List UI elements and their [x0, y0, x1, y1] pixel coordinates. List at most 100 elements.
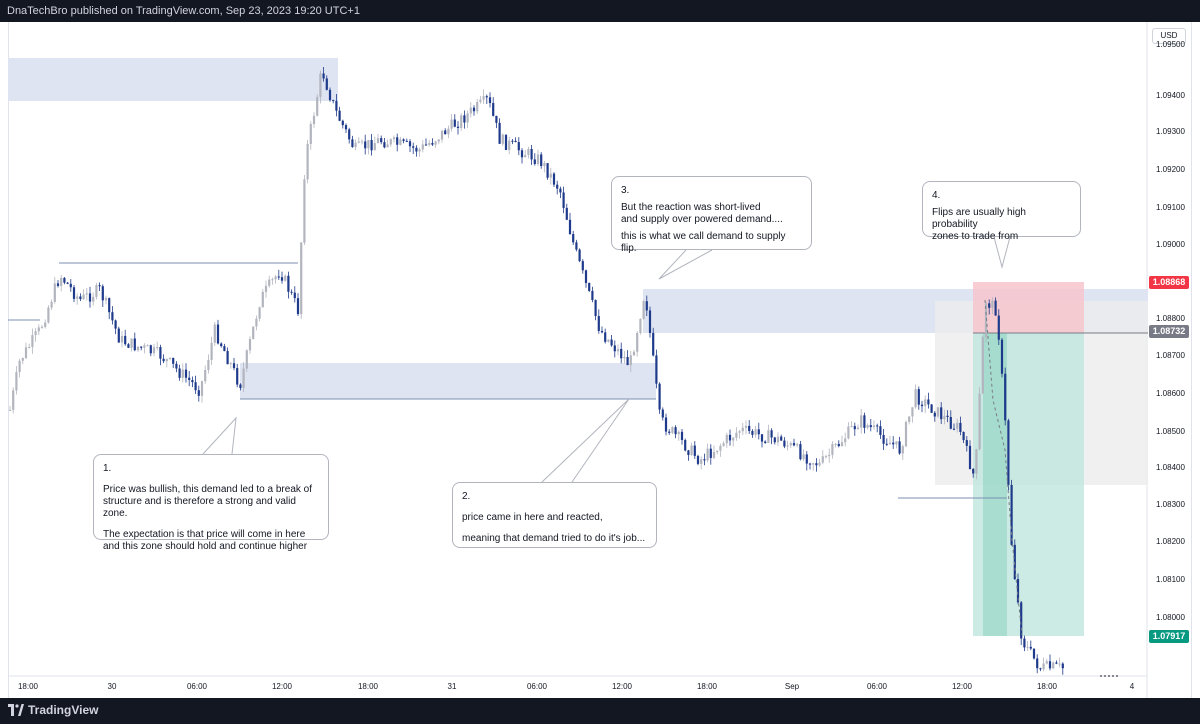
candle-body: [972, 469, 975, 474]
candle-body: [303, 179, 306, 243]
candle-body: [120, 335, 124, 343]
candle-body: [492, 103, 495, 116]
candle-body: [495, 115, 498, 123]
price-tick-label: 1.08800: [1156, 314, 1185, 323]
price-tick-label: 1.08300: [1156, 500, 1185, 509]
time-tick-label: 18:00: [1036, 682, 1058, 691]
candle-body: [8, 409, 12, 411]
candle-body: [597, 316, 600, 331]
candle-body: [229, 363, 232, 365]
candle-body: [316, 96, 319, 116]
candle-body: [700, 459, 703, 464]
candle-body: [402, 139, 405, 141]
candle-body: [460, 115, 463, 129]
candle-body: [703, 459, 706, 461]
annotation-3[interactable]: 3. But the reaction was short-lived and …: [611, 176, 812, 254]
candle-body: [287, 275, 290, 292]
candle-body: [476, 101, 479, 112]
candle-body: [431, 143, 434, 145]
candle-body: [328, 89, 332, 101]
candle-body: [130, 338, 133, 348]
candle-body: [53, 283, 56, 302]
candle-body: [943, 415, 946, 420]
candle-body: [524, 154, 527, 158]
annotation-2-pointer: [541, 398, 630, 483]
tradingview-logo-icon: [8, 704, 24, 716]
candle-body: [210, 342, 213, 360]
time-tick-label: 30: [107, 682, 117, 691]
currency-label[interactable]: USD: [1152, 28, 1186, 44]
price-tick-label: 1.08600: [1156, 389, 1185, 398]
annotation-4-number: 4.: [932, 190, 941, 201]
candle-body: [530, 149, 533, 160]
candle-body: [732, 437, 735, 441]
price-tick-label: 1.09000: [1156, 240, 1185, 249]
candle-body: [415, 147, 418, 152]
candle-body: [818, 462, 821, 466]
candle-body: [389, 139, 392, 145]
entry-price-badge: 1.08732: [1149, 325, 1189, 338]
candle-body: [642, 301, 645, 319]
chart-frame[interactable]: [8, 22, 1192, 698]
annotation-3-pointer: [658, 249, 713, 280]
candle-body: [466, 113, 469, 123]
candle-body: [770, 430, 773, 438]
candle-body: [997, 315, 1000, 340]
price-tick-label: 1.08500: [1156, 427, 1185, 436]
candle-body: [18, 360, 21, 373]
candle-body: [712, 451, 716, 458]
candle-body: [514, 140, 517, 143]
candle-body: [645, 301, 648, 311]
candle-body: [632, 351, 636, 356]
candle-body: [981, 336, 984, 394]
candle-body: [850, 426, 853, 428]
candle-body: [783, 440, 786, 447]
candle-body: [1039, 668, 1042, 670]
candle-body: [991, 300, 994, 308]
price-tick-label: 1.08100: [1156, 575, 1185, 584]
candle-body: [50, 301, 53, 308]
candle-body: [511, 140, 514, 142]
candle-body: [133, 338, 136, 351]
candle-body: [12, 390, 15, 410]
candle-body: [117, 328, 120, 343]
attribution-text: DnaTechBro published on TradingView.com,…: [7, 5, 360, 17]
time-tick-label: 12:00: [951, 682, 973, 691]
candle-body: [831, 444, 834, 455]
candle-body: [47, 307, 50, 323]
candle-body: [924, 399, 927, 407]
candle-body: [584, 270, 588, 283]
annotation-4[interactable]: 4. Flips are usually high probability zo…: [922, 181, 1081, 242]
candle-body: [767, 430, 770, 443]
candle-body: [687, 450, 690, 456]
candle-body: [293, 292, 296, 299]
candle-body: [879, 426, 882, 435]
candle-body: [1045, 661, 1048, 664]
candle-body: [888, 442, 892, 445]
time-tick-label: Sep: [784, 682, 800, 691]
candle-body: [828, 454, 831, 457]
candle-body: [428, 143, 431, 145]
candle-body: [840, 442, 844, 447]
candle-body: [940, 407, 943, 420]
candle-body: [636, 333, 639, 352]
candle-body: [236, 368, 239, 385]
annotation-2[interactable]: 2. price came in here and reacted, meani…: [452, 482, 657, 548]
candle-body: [204, 369, 207, 382]
candle-body: [149, 345, 152, 354]
candle-body: [984, 303, 988, 337]
candle-body: [165, 358, 168, 362]
candle-body: [168, 357, 172, 359]
candle-body: [968, 445, 972, 470]
candle-body: [600, 330, 604, 333]
candle-body: [290, 291, 293, 293]
candle-body: [508, 140, 511, 150]
candle-body: [546, 163, 549, 178]
candle-body: [1048, 661, 1052, 669]
candle-body: [92, 296, 95, 302]
annotation-1[interactable]: 1. Price was bullish, this demand led to…: [93, 454, 329, 552]
candle-body: [722, 443, 725, 446]
time-tick-label: 06:00: [526, 682, 548, 691]
annotation-4-line: Flips are usually high probability: [932, 207, 1026, 230]
